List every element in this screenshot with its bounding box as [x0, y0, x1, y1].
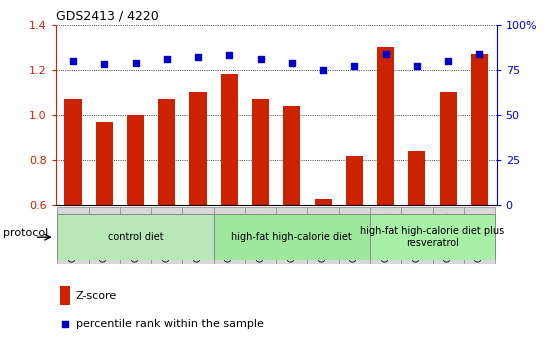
Bar: [307, 207, 339, 264]
Bar: [408, 151, 426, 205]
Bar: [370, 207, 401, 264]
Bar: [276, 207, 307, 264]
Bar: [95, 122, 113, 205]
Point: [381, 51, 390, 57]
Point: [131, 60, 140, 65]
Bar: [64, 99, 81, 205]
Text: Z-score: Z-score: [76, 291, 117, 301]
Bar: [151, 207, 182, 264]
Bar: [339, 207, 370, 264]
Bar: [346, 156, 363, 205]
Text: high-fat high-calorie diet: high-fat high-calorie diet: [232, 232, 352, 242]
Point: [162, 56, 171, 62]
Text: GSM140967: GSM140967: [475, 212, 484, 262]
Text: GSM140965: GSM140965: [412, 212, 421, 262]
Point: [287, 60, 296, 65]
Point: [69, 58, 78, 64]
Bar: [60, 286, 70, 305]
Bar: [89, 207, 120, 264]
Text: GSM140958: GSM140958: [194, 212, 203, 262]
Text: GSM140954: GSM140954: [69, 212, 78, 262]
Point: [319, 67, 328, 73]
Bar: [158, 99, 175, 205]
Text: GSM140957: GSM140957: [162, 212, 171, 262]
Bar: [377, 47, 395, 205]
Point: [412, 63, 421, 69]
Point: [100, 62, 109, 67]
Text: GSM140955: GSM140955: [100, 212, 109, 262]
Bar: [440, 92, 457, 205]
Bar: [214, 214, 370, 260]
Text: control diet: control diet: [108, 232, 163, 242]
Text: GDS2413 / 4220: GDS2413 / 4220: [56, 9, 158, 22]
Text: GSM140959: GSM140959: [225, 212, 234, 262]
Bar: [214, 207, 245, 264]
Text: GSM140961: GSM140961: [287, 212, 296, 262]
Bar: [120, 207, 151, 264]
Point: [444, 58, 453, 64]
Point: [225, 53, 234, 58]
Bar: [127, 115, 144, 205]
Point: [194, 55, 203, 60]
Bar: [221, 74, 238, 205]
Bar: [464, 207, 495, 264]
Bar: [401, 207, 432, 264]
Point: [350, 63, 359, 69]
Bar: [471, 54, 488, 205]
Text: GSM140964: GSM140964: [381, 212, 390, 262]
Bar: [370, 214, 495, 260]
Bar: [283, 106, 300, 205]
Text: GSM140956: GSM140956: [131, 212, 140, 262]
Bar: [57, 207, 89, 264]
Text: GSM140966: GSM140966: [444, 212, 453, 262]
Text: GSM140960: GSM140960: [256, 212, 265, 262]
Bar: [190, 92, 206, 205]
Text: GSM140962: GSM140962: [319, 212, 328, 262]
Bar: [315, 199, 331, 205]
Bar: [432, 207, 464, 264]
Point: [256, 56, 265, 62]
Point: [61, 321, 70, 327]
Text: percentile rank within the sample: percentile rank within the sample: [76, 319, 263, 329]
Text: high-fat high-calorie diet plus
resveratrol: high-fat high-calorie diet plus resverat…: [360, 226, 504, 248]
Text: GSM140963: GSM140963: [350, 212, 359, 262]
Point: [475, 51, 484, 57]
Text: protocol: protocol: [3, 228, 48, 238]
Bar: [182, 207, 214, 264]
Bar: [245, 207, 276, 264]
Bar: [57, 214, 214, 260]
Bar: [252, 99, 269, 205]
